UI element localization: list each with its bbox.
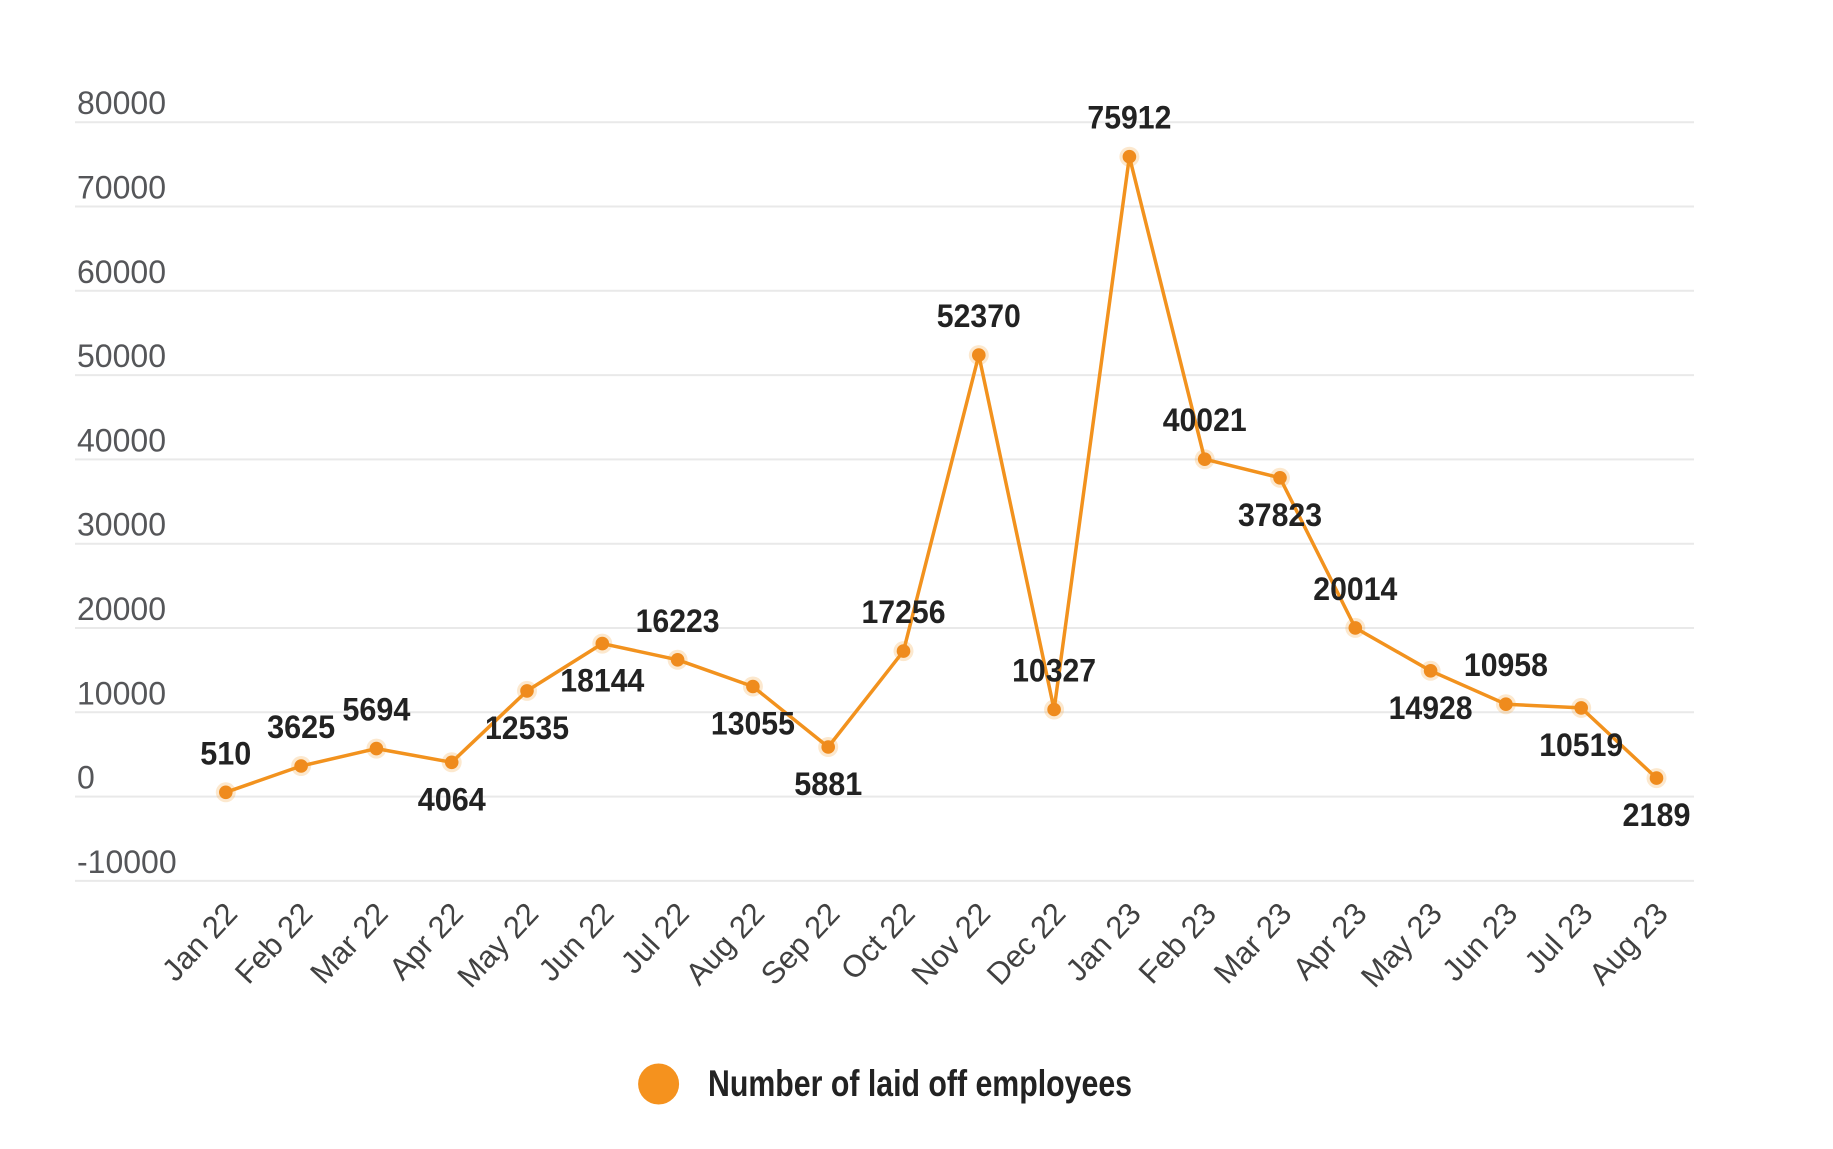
svg-text:5694: 5694 bbox=[342, 692, 410, 728]
svg-text:70000: 70000 bbox=[77, 170, 166, 206]
svg-text:37823: 37823 bbox=[1238, 497, 1322, 533]
svg-text:40021: 40021 bbox=[1163, 402, 1247, 438]
svg-text:30000: 30000 bbox=[77, 507, 166, 543]
svg-text:510: 510 bbox=[200, 735, 251, 771]
svg-text:20000: 20000 bbox=[77, 591, 166, 627]
svg-text:4064: 4064 bbox=[418, 781, 486, 817]
svg-text:5881: 5881 bbox=[794, 766, 862, 802]
svg-text:2189: 2189 bbox=[1623, 797, 1691, 833]
svg-text:40000: 40000 bbox=[77, 422, 166, 458]
svg-text:10519: 10519 bbox=[1539, 727, 1623, 763]
svg-text:13055: 13055 bbox=[711, 706, 795, 742]
svg-text:3625: 3625 bbox=[267, 709, 335, 745]
svg-text:Number of laid off employees: Number of laid off employees bbox=[708, 1063, 1132, 1104]
svg-text:12535: 12535 bbox=[485, 710, 569, 746]
svg-text:-10000: -10000 bbox=[77, 844, 177, 880]
svg-text:52370: 52370 bbox=[937, 298, 1021, 334]
svg-text:10327: 10327 bbox=[1012, 653, 1096, 689]
svg-text:75912: 75912 bbox=[1087, 100, 1171, 136]
svg-text:14928: 14928 bbox=[1389, 690, 1473, 726]
svg-text:0: 0 bbox=[77, 760, 95, 796]
svg-text:10000: 10000 bbox=[77, 675, 166, 711]
svg-text:16223: 16223 bbox=[636, 603, 720, 639]
svg-text:50000: 50000 bbox=[77, 338, 166, 374]
svg-text:20014: 20014 bbox=[1313, 571, 1397, 607]
svg-text:60000: 60000 bbox=[77, 254, 166, 290]
svg-text:17256: 17256 bbox=[862, 594, 946, 630]
svg-text:10958: 10958 bbox=[1464, 647, 1548, 683]
svg-text:80000: 80000 bbox=[77, 85, 166, 121]
svg-text:18144: 18144 bbox=[560, 663, 644, 699]
